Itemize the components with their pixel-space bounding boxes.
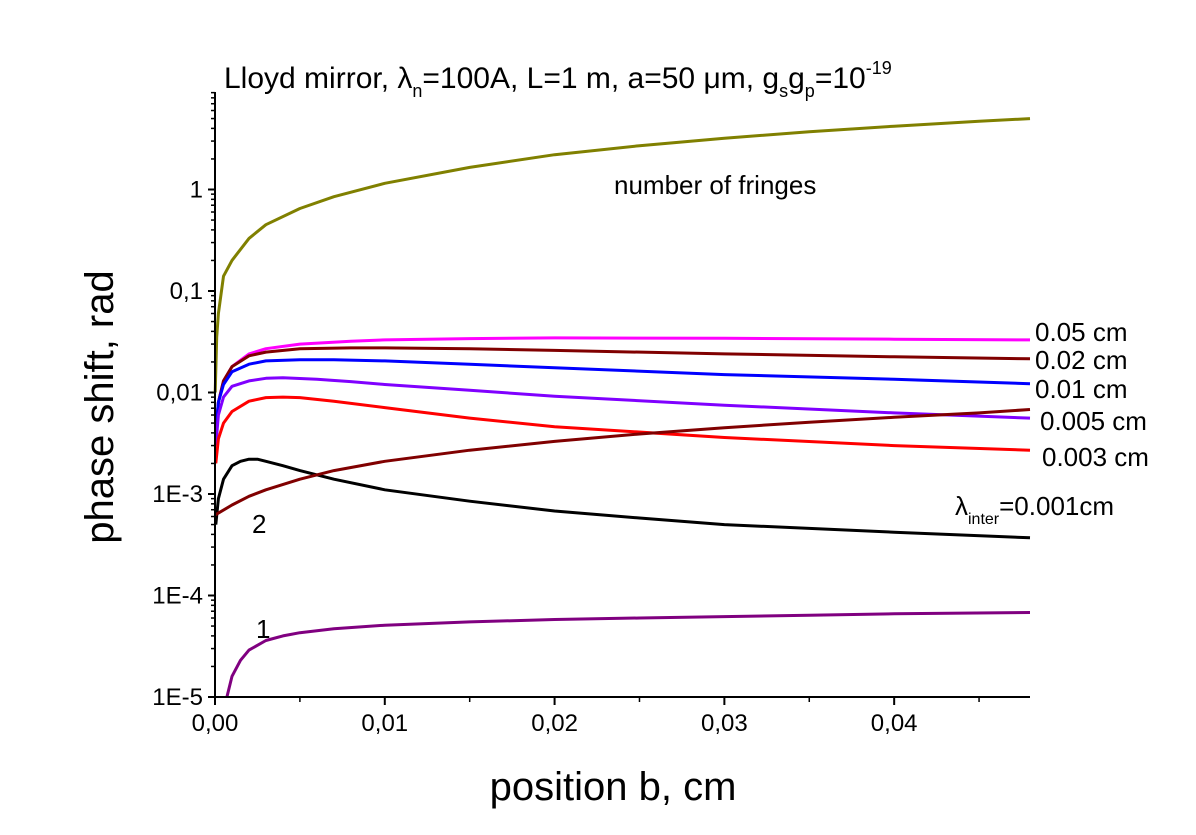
y-tick-label: 1E-4: [152, 583, 203, 610]
y-tick-label: 1E-5: [152, 684, 203, 711]
x-tick-label: 0,00: [192, 710, 239, 737]
x-tick-label: 0,03: [701, 710, 748, 737]
series-line-number-of-fringes: [213, 117, 1031, 393]
label-curve-1: 1: [256, 614, 270, 644]
y-tick-label: 0,1: [170, 278, 203, 305]
label-number-of-fringes: number of fringes: [614, 170, 816, 200]
x-tick-label: 0,01: [361, 710, 408, 737]
series-line-0.01-cm: [214, 358, 1031, 434]
series-group: [213, 117, 1031, 698]
series-line--inter-0.001cm: [214, 457, 1031, 540]
axis-ticks: 1E-5 1E-4 1E-3 0,01 0,1 1 0,00 0,01 0,02 0,03 0,04: [152, 91, 980, 737]
x-axis-title: position b, cm: [490, 765, 737, 809]
label-0.05cm: 0.05 cm: [1035, 317, 1128, 347]
label-0.003cm: 0.003 cm: [1042, 442, 1149, 472]
y-tick-label: 1E-3: [152, 481, 203, 508]
label-0.005cm: 0.005 cm: [1040, 406, 1147, 436]
label-curve-2: 2: [252, 509, 266, 539]
series-line-1: [225, 611, 1031, 698]
label-lambda-inter: λinter=0.001cm: [955, 491, 1114, 528]
series-line-2: [214, 408, 1031, 517]
label-0.02cm: 0.02 cm: [1035, 345, 1128, 375]
x-tick-label: 0,04: [871, 710, 918, 737]
y-tick-label: 0,01: [156, 380, 203, 407]
x-tick-label: 0,02: [531, 710, 578, 737]
y-tick-label: 1: [190, 177, 203, 204]
series-line-0.005-cm: [214, 376, 1031, 446]
series-line-0.003-cm: [214, 395, 1031, 464]
series-line-0.02-cm: [214, 346, 1031, 434]
label-0.01cm: 0.01 cm: [1035, 374, 1128, 404]
y-axis-title: phase shift, rad: [78, 270, 122, 544]
chart-title: Lloyd mirror, λn=100A, L=1 m, a=50 μm, g…: [224, 58, 892, 101]
